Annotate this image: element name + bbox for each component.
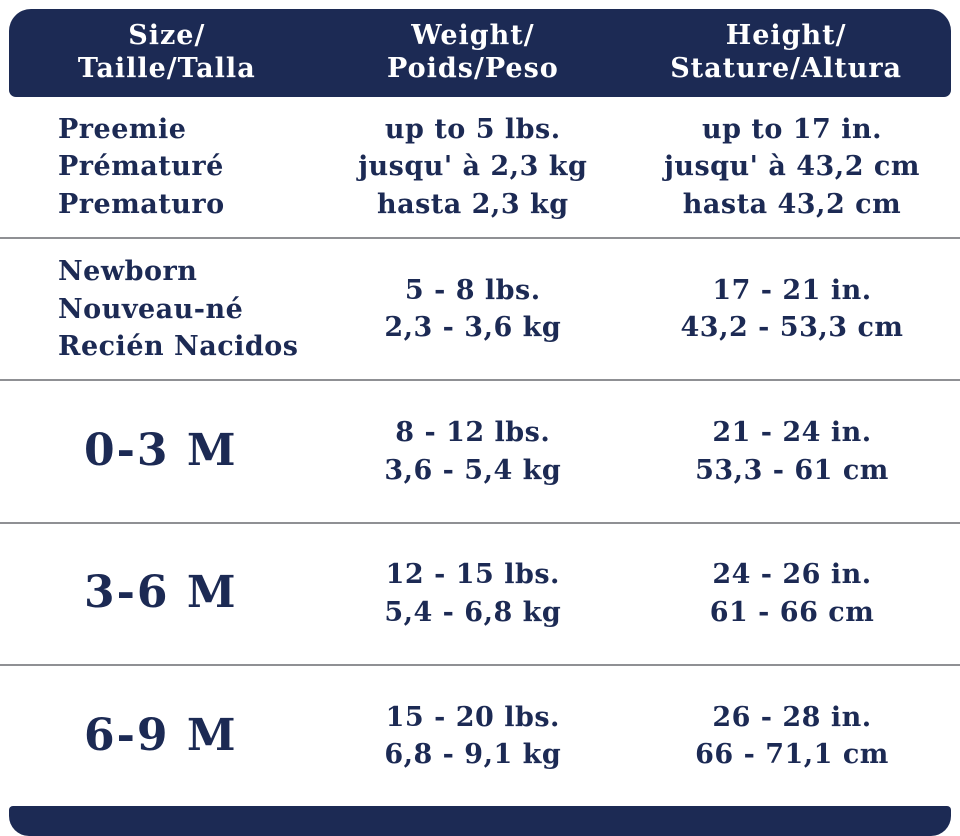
weight-cell: 8 - 12 lbs. 3,6 - 5,4 kg	[322, 414, 624, 489]
size-label: 3-6 M	[84, 567, 238, 619]
header-size-line2: Taille/Talla	[77, 53, 256, 84]
size-cell: 3-6 M	[0, 563, 322, 624]
size-cell: Preemie Prématuré Prematuro	[0, 111, 322, 223]
height-value: 26 - 28 in.	[712, 701, 872, 733]
weight-value: 2,3 - 3,6 kg	[384, 312, 562, 344]
weight-value: hasta 2,3 kg	[376, 188, 569, 220]
header-weight-column: Weight/ Poids/Peso	[325, 20, 622, 86]
weight-value: 8 - 12 lbs.	[395, 417, 551, 449]
height-value: hasta 43,2 cm	[682, 188, 902, 220]
height-value: 66 - 71,1 cm	[695, 738, 889, 770]
footer-bar	[9, 806, 951, 836]
weight-value: up to 5 lbs.	[384, 114, 561, 146]
size-label: 0-3 M	[84, 425, 238, 477]
size-cell: Newborn Nouveau-né Recién Nacidos	[0, 253, 322, 365]
table-row-0-3m: 0-3 M 8 - 12 lbs. 3,6 - 5,4 kg 21 - 24 i…	[0, 381, 960, 524]
size-label: 6-9 M	[84, 709, 238, 761]
table-row-3-6m: 3-6 M 12 - 15 lbs. 5,4 - 6,8 kg 24 - 26 …	[0, 524, 960, 666]
size-cell: 6-9 M	[0, 706, 322, 767]
size-cell: 0-3 M	[0, 421, 322, 482]
size-label: Newborn	[58, 256, 198, 288]
weight-cell: up to 5 lbs. jusqu' à 2,3 kg hasta 2,3 k…	[322, 111, 624, 223]
height-cell: 24 - 26 in. 61 - 66 cm	[624, 556, 960, 631]
height-value: 24 - 26 in.	[712, 559, 872, 591]
header-weight-line1: Weight/	[411, 20, 535, 52]
table-row-preemie: Preemie Prématuré Prematuro up to 5 lbs.…	[0, 97, 960, 240]
weight-value: 15 - 20 lbs.	[385, 701, 560, 733]
header-height-line2: Stature/Altura	[670, 53, 903, 84]
weight-value: 5,4 - 6,8 kg	[384, 596, 562, 628]
weight-cell: 15 - 20 lbs. 6,8 - 9,1 kg	[322, 699, 624, 774]
table-header: Size/ Taille/Talla Weight/ Poids/Peso He…	[9, 9, 951, 97]
weight-cell: 5 - 8 lbs. 2,3 - 3,6 kg	[322, 272, 624, 347]
size-label: Nouveau-né	[58, 293, 244, 325]
weight-value: 6,8 - 9,1 kg	[384, 738, 562, 770]
size-label: Preemie	[58, 114, 187, 146]
height-value: 21 - 24 in.	[712, 417, 872, 449]
height-value: up to 17 in.	[701, 114, 883, 146]
height-value: 17 - 21 in.	[712, 275, 872, 307]
height-cell: 17 - 21 in. 43,2 - 53,3 cm	[624, 272, 960, 347]
height-value: 43,2 - 53,3 cm	[680, 312, 904, 344]
height-cell: up to 17 in. jusqu' à 43,2 cm hasta 43,2…	[624, 111, 960, 223]
weight-value: jusqu' à 2,3 kg	[358, 151, 588, 183]
size-label: Prematuro	[58, 188, 225, 220]
size-label: Recién Nacidos	[58, 330, 299, 362]
header-height-line1: Height/	[725, 20, 847, 52]
table-row-newborn: Newborn Nouveau-né Recién Nacidos 5 - 8 …	[0, 239, 960, 382]
weight-cell: 12 - 15 lbs. 5,4 - 6,8 kg	[322, 556, 624, 631]
weight-value: 5 - 8 lbs.	[404, 275, 541, 307]
size-label: Prématuré	[58, 151, 224, 183]
height-value: jusqu' à 43,2 cm	[664, 151, 920, 183]
header-weight-line2: Poids/Peso	[387, 53, 559, 84]
height-cell: 21 - 24 in. 53,3 - 61 cm	[624, 414, 960, 489]
height-value: 61 - 66 cm	[709, 596, 875, 628]
height-value: 53,3 - 61 cm	[695, 454, 889, 486]
height-cell: 26 - 28 in. 66 - 71,1 cm	[624, 699, 960, 774]
table-row-6-9m: 6-9 M 15 - 20 lbs. 6,8 - 9,1 kg 26 - 28 …	[0, 666, 960, 806]
header-height-column: Height/ Stature/Altura	[621, 20, 951, 86]
header-size-line1: Size/	[128, 20, 206, 52]
weight-value: 3,6 - 5,4 kg	[384, 454, 562, 486]
header-size-column: Size/ Taille/Talla	[9, 20, 325, 86]
weight-value: 12 - 15 lbs.	[385, 559, 560, 591]
table-body: Preemie Prématuré Prematuro up to 5 lbs.…	[0, 97, 960, 806]
